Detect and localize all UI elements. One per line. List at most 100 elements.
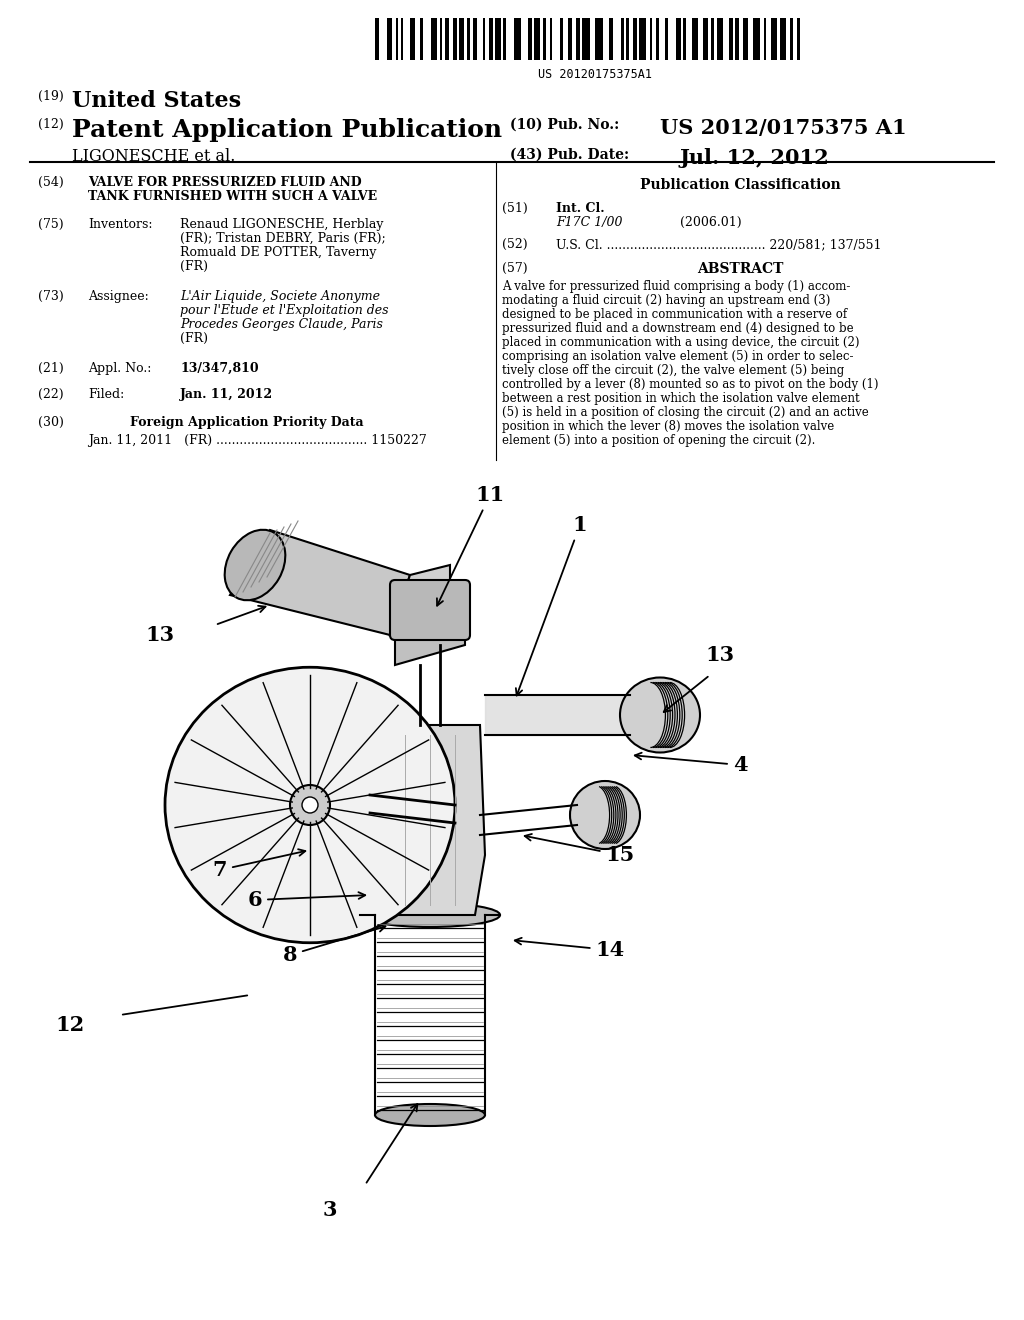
Ellipse shape (375, 1104, 485, 1126)
Bar (717, 18, 724, 59)
Text: 3: 3 (323, 1200, 337, 1220)
Text: Renaud LIGONESCHE, Herblay: Renaud LIGONESCHE, Herblay (180, 218, 384, 231)
Text: 13/347,810: 13/347,810 (180, 362, 259, 375)
Bar (496, 18, 501, 59)
Text: pour l'Etude et l'Exploitation des: pour l'Etude et l'Exploitation des (180, 304, 388, 317)
Text: pressurized fluid and a downstream end (4) designed to be: pressurized fluid and a downstream end (… (502, 322, 854, 335)
Text: L'Air Liquide, Societe Anonyme: L'Air Liquide, Societe Anonyme (180, 290, 380, 304)
Text: controlled by a lever (8) mounted so as to pivot on the body (1): controlled by a lever (8) mounted so as … (502, 378, 879, 391)
Text: Assignee:: Assignee: (88, 290, 148, 304)
Text: Filed:: Filed: (88, 388, 124, 401)
Bar (527, 18, 531, 59)
Polygon shape (390, 565, 450, 635)
Bar (609, 18, 613, 59)
Text: (75): (75) (38, 218, 63, 231)
Text: 12: 12 (55, 1015, 85, 1035)
Text: (10) Pub. No.:: (10) Pub. No.: (510, 117, 620, 132)
Text: 15: 15 (524, 834, 635, 865)
Text: LIGONESCHE et al.: LIGONESCHE et al. (72, 148, 236, 165)
Bar (459, 18, 465, 59)
Text: Foreign Application Priority Data: Foreign Application Priority Data (130, 416, 364, 429)
Text: (43) Pub. Date:: (43) Pub. Date: (510, 148, 629, 162)
Bar (627, 18, 629, 59)
Polygon shape (375, 725, 485, 915)
Circle shape (302, 797, 318, 813)
Bar (482, 18, 485, 59)
Text: (FR); Tristan DEBRY, Paris (FR);: (FR); Tristan DEBRY, Paris (FR); (180, 232, 386, 246)
Bar (729, 18, 732, 59)
Text: (73): (73) (38, 290, 63, 304)
Bar (639, 18, 646, 59)
Text: Procedes Georges Claude, Paris: Procedes Georges Claude, Paris (180, 318, 383, 331)
Text: U.S. Cl. ......................................... 220/581; 137/551: U.S. Cl. ...............................… (556, 238, 882, 251)
Text: (22): (22) (38, 388, 63, 401)
Circle shape (290, 785, 330, 825)
Bar (575, 18, 580, 59)
Bar (535, 18, 540, 59)
Text: designed to be placed in communication with a reserve of: designed to be placed in communication w… (502, 308, 847, 321)
Text: 1: 1 (516, 515, 588, 696)
Bar (395, 18, 398, 59)
Text: (57): (57) (502, 261, 527, 275)
Ellipse shape (570, 781, 640, 849)
Text: (52): (52) (502, 238, 527, 251)
Text: 13: 13 (706, 645, 734, 665)
Bar (445, 18, 449, 59)
Bar (711, 18, 715, 59)
Bar (790, 18, 794, 59)
Bar (622, 18, 624, 59)
Bar (771, 18, 776, 59)
Bar (489, 18, 493, 59)
Bar (431, 18, 437, 59)
Bar (595, 18, 603, 59)
Bar (453, 18, 457, 59)
Bar (683, 18, 686, 59)
Bar (742, 18, 749, 59)
Text: modating a fluid circuit (2) having an upstream end (3): modating a fluid circuit (2) having an u… (502, 294, 830, 308)
Text: (12): (12) (38, 117, 63, 131)
Bar (764, 18, 766, 59)
Text: 13: 13 (145, 624, 174, 645)
Text: (54): (54) (38, 176, 63, 189)
Bar (735, 18, 739, 59)
Bar (692, 18, 697, 59)
Bar (666, 18, 668, 59)
Text: Romuald DE POTTER, Taverny: Romuald DE POTTER, Taverny (180, 246, 377, 259)
Text: 4: 4 (635, 752, 748, 775)
Text: (30): (30) (38, 416, 63, 429)
Text: United States: United States (72, 90, 241, 112)
Ellipse shape (165, 667, 455, 942)
Bar (439, 18, 442, 59)
Polygon shape (395, 624, 465, 665)
Text: Publication Classification: Publication Classification (640, 178, 841, 191)
Text: tively close off the circuit (2), the valve element (5) being: tively close off the circuit (2), the va… (502, 364, 844, 378)
Bar (798, 18, 800, 59)
Text: 7: 7 (213, 849, 305, 880)
Text: ABSTRACT: ABSTRACT (696, 261, 783, 276)
Text: 6: 6 (248, 890, 366, 909)
Text: VALVE FOR PRESSURIZED FLUID AND: VALVE FOR PRESSURIZED FLUID AND (88, 176, 361, 189)
Bar (375, 18, 379, 59)
Text: (21): (21) (38, 362, 63, 375)
Text: Jan. 11, 2011   (FR) ....................................... 1150227: Jan. 11, 2011 (FR) .....................… (88, 434, 427, 447)
Bar (401, 18, 403, 59)
Bar (583, 18, 590, 59)
Text: element (5) into a position of opening the circuit (2).: element (5) into a position of opening t… (502, 434, 815, 447)
Text: placed in communication with a using device, the circuit (2): placed in communication with a using dev… (502, 337, 859, 348)
Bar (473, 18, 477, 59)
Text: A valve for pressurized fluid comprising a body (1) accom-: A valve for pressurized fluid comprising… (502, 280, 850, 293)
Bar (410, 18, 415, 59)
Text: US 20120175375A1: US 20120175375A1 (538, 69, 652, 81)
Text: (5) is held in a position of closing the circuit (2) and an active: (5) is held in a position of closing the… (502, 407, 868, 418)
Text: US 2012/0175375 A1: US 2012/0175375 A1 (660, 117, 906, 139)
Bar (514, 18, 521, 59)
Text: F17C 1/00: F17C 1/00 (556, 216, 623, 228)
Bar (649, 18, 652, 59)
Text: Patent Application Publication: Patent Application Publication (72, 117, 502, 143)
Bar (702, 18, 708, 59)
Polygon shape (230, 531, 410, 635)
Bar (568, 18, 572, 59)
Bar (780, 18, 785, 59)
Text: 8: 8 (283, 925, 385, 965)
Bar (676, 18, 681, 59)
